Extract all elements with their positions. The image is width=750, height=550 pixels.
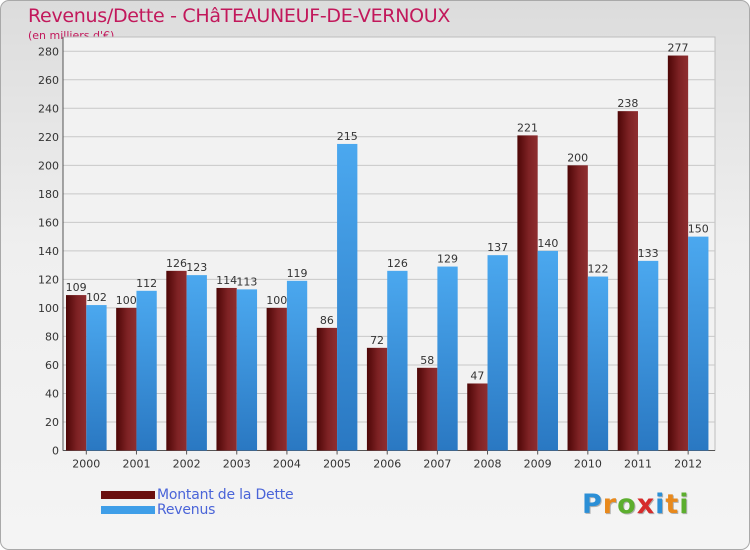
y-tick-label: 280: [38, 45, 59, 58]
bar-revenus: [186, 275, 207, 451]
logo-letter: i: [679, 489, 690, 520]
data-label-revenus: 123: [186, 261, 207, 274]
logo-letter: x: [636, 489, 656, 520]
y-tick-label: 0: [52, 445, 59, 458]
chart-title: Revenus/Dette - CHâTEAUNEUF-DE-VERNOUX: [28, 5, 451, 27]
data-label-revenus: 119: [287, 267, 308, 280]
data-label-revenus: 126: [387, 257, 408, 270]
bar-revenus: [688, 236, 709, 451]
x-tick-label: 2009: [524, 458, 552, 471]
data-label-dette: 221: [517, 121, 538, 134]
logo-letter: P: [582, 489, 603, 520]
legend-label-dette: Montant de la Dette: [157, 486, 294, 503]
bar-dette: [667, 55, 689, 451]
bar-revenus: [337, 143, 358, 451]
bar-dette: [216, 287, 237, 451]
data-label-dette: 200: [567, 151, 588, 164]
bar-revenus: [86, 305, 107, 451]
data-label-revenus: 102: [86, 291, 107, 304]
bar-dette: [417, 367, 438, 451]
bar-revenus: [236, 289, 258, 451]
y-tick-label: 220: [38, 131, 59, 144]
legend-label-revenus: Revenus: [157, 501, 216, 518]
data-label-revenus: 150: [688, 223, 709, 236]
data-label-dette: 47: [470, 369, 484, 382]
y-tick-label: 40: [45, 387, 59, 400]
x-tick-label: 2012: [674, 458, 702, 471]
x-tick-label: 2007: [423, 458, 451, 471]
bar-revenus: [286, 280, 308, 451]
data-label-dette: 100: [116, 294, 137, 307]
data-label-revenus: 129: [437, 253, 458, 266]
logo-letter: o: [617, 489, 637, 520]
x-tick-label: 2000: [72, 458, 100, 471]
bar-dette: [366, 347, 388, 451]
y-tick-label: 260: [38, 74, 59, 87]
legend-swatch-dette: [101, 490, 155, 499]
data-label-dette: 114: [216, 274, 237, 287]
bar-revenus: [136, 290, 157, 451]
bar-revenus: [537, 250, 558, 451]
legend-swatch-revenus: [101, 505, 155, 514]
data-label-dette: 58: [420, 354, 434, 367]
bar-dette: [316, 327, 338, 451]
legend-item-revenus: Revenus: [101, 501, 293, 518]
data-label-dette: 126: [166, 257, 187, 270]
y-tick-label: 120: [38, 273, 59, 286]
data-label-dette: 86: [320, 314, 334, 327]
bar-revenus: [487, 255, 508, 451]
x-tick-label: 2005: [323, 458, 351, 471]
logo-letter: r: [602, 489, 618, 520]
bar-dette: [567, 165, 588, 451]
y-tick-label: 60: [45, 359, 59, 372]
legend: Montant de la Dette Revenus: [101, 486, 294, 518]
x-tick-label: 2001: [122, 458, 150, 471]
y-tick-label: 100: [38, 302, 59, 315]
y-tick-label: 200: [38, 159, 59, 172]
bar-revenus: [637, 260, 659, 451]
x-tick-label: 2006: [373, 458, 401, 471]
data-label-revenus: 215: [337, 130, 358, 143]
data-label-revenus: 133: [638, 247, 659, 260]
data-label-dette: 238: [617, 97, 638, 110]
logo-letter: i: [655, 489, 666, 520]
x-tick-label: 2003: [223, 458, 251, 471]
y-tick-label: 160: [38, 216, 59, 229]
x-tick-label: 2010: [574, 458, 602, 471]
y-tick-label: 240: [38, 102, 59, 115]
y-tick-label: 80: [45, 330, 59, 343]
x-tick-label: 2008: [474, 458, 502, 471]
data-label-revenus: 113: [236, 275, 257, 288]
bar-revenus: [437, 266, 458, 451]
data-label-dette: 277: [667, 42, 688, 55]
bar-dette: [517, 135, 538, 451]
data-label-dette: 72: [370, 334, 384, 347]
proxiti-logo: Proxiti: [582, 489, 690, 520]
data-label-revenus: 137: [487, 241, 508, 254]
y-tick-label: 180: [38, 188, 59, 201]
data-label-revenus: 112: [136, 277, 157, 290]
x-tick-label: 2011: [624, 458, 652, 471]
data-label-revenus: 140: [537, 237, 558, 250]
bar-revenus: [587, 276, 609, 451]
bar-dette: [467, 383, 488, 451]
logo-letter: t: [665, 489, 680, 520]
bar-dette: [166, 270, 187, 451]
data-label-dette: 100: [266, 294, 287, 307]
legend-item-dette: Montant de la Dette: [101, 486, 294, 503]
data-label-dette: 109: [66, 281, 87, 294]
bar-dette: [66, 295, 87, 451]
y-tick-label: 140: [38, 245, 59, 258]
bar-dette: [116, 307, 137, 451]
bar-revenus: [387, 270, 408, 451]
x-tick-label: 2002: [173, 458, 201, 471]
y-tick-label: 20: [45, 416, 59, 429]
bar-dette: [617, 111, 638, 451]
bar-dette: [266, 307, 287, 451]
data-label-revenus: 122: [587, 263, 608, 276]
x-tick-label: 2004: [273, 458, 301, 471]
